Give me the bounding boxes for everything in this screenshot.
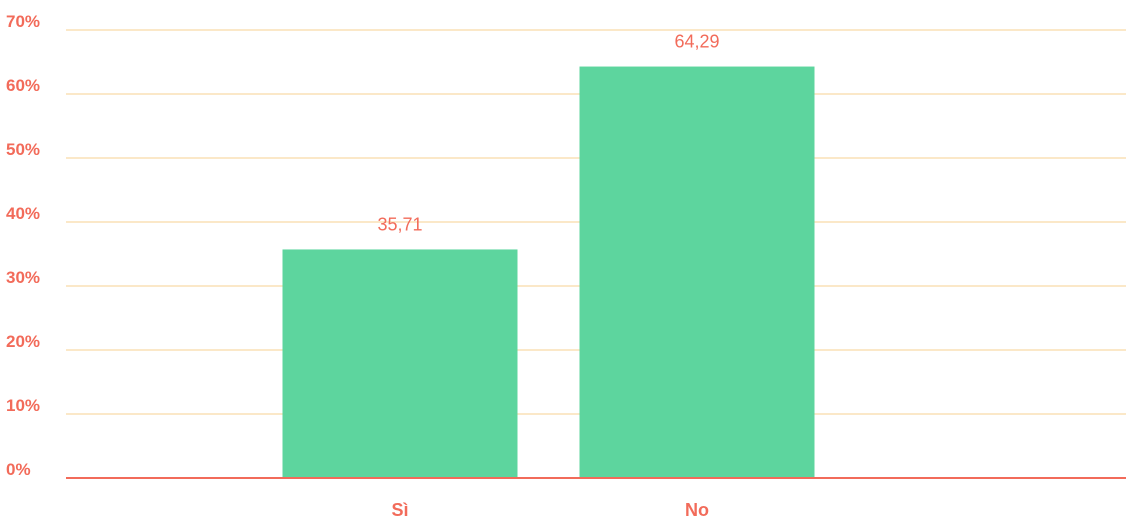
y-tick-label: 40% (6, 204, 40, 223)
x-axis-tick-labels: Sì No (391, 500, 709, 520)
y-tick-label: 50% (6, 140, 40, 159)
y-tick-label: 70% (6, 12, 40, 31)
bar-no (579, 66, 815, 478)
y-tick-label: 10% (6, 396, 40, 415)
y-tick-label: 60% (6, 76, 40, 95)
data-label: 35,71 (377, 214, 422, 234)
bars (282, 66, 815, 478)
y-tick-label: 20% (6, 332, 40, 351)
x-tick-label: Sì (391, 500, 408, 520)
y-axis-tick-labels: 0% 10% 20% 30% 40% 50% 60% 70% (6, 12, 40, 479)
bar-si (282, 249, 518, 478)
y-tick-label: 30% (6, 268, 40, 287)
x-tick-label: No (685, 500, 709, 520)
data-labels: 35,71 64,29 (377, 32, 719, 235)
y-tick-label: 0% (6, 460, 31, 479)
data-label: 64,29 (674, 32, 719, 52)
